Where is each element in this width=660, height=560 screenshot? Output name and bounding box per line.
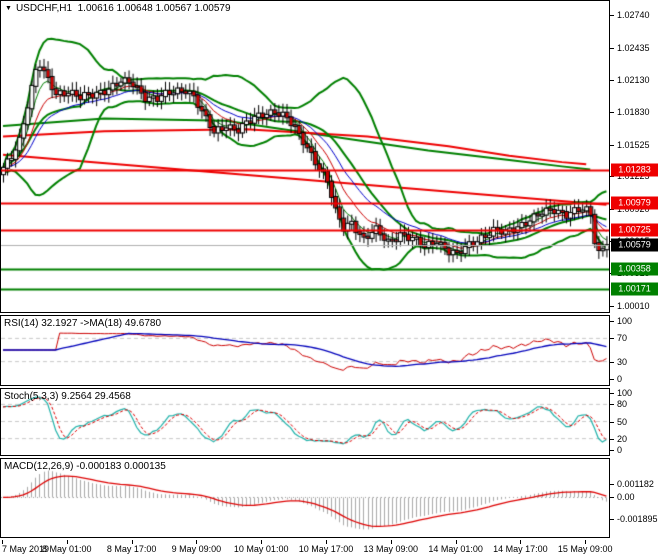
axis-tick (610, 519, 614, 520)
ohlc-values: 1.00616 1.00648 1.00567 1.00579 (77, 3, 231, 14)
price-level-badge: 1.00725 (611, 223, 658, 237)
macd-tick-label: -0.001895 (617, 514, 658, 525)
main-chart-panel: ▼ USDCHF,H1 1.00616 1.00648 1.00567 1.005… (0, 0, 610, 313)
time-tick (196, 540, 197, 544)
time-tick (67, 540, 68, 544)
macd-panel: MACD(12,26,9) -0.000183 0.000135 (0, 458, 610, 538)
stochastic-panel: Stoch(5,3,3) 9.2564 29.4568 (0, 388, 610, 456)
chart-header: ▼ USDCHF,H1 1.00616 1.00648 1.00567 1.005… (5, 3, 231, 14)
stoch-tick-label: 20 (617, 433, 628, 444)
macd-tick-label: 0.00 (617, 492, 635, 503)
rsi-panel: RSI(14) 32.1927 ->MA(18) 49.6780 (0, 315, 610, 386)
price-axis[interactable]: 1.02740 1.02435 1.02130 1.01830 1.01525 1.012… (610, 0, 660, 560)
symbol-timeframe-label: USDCHF,H1 (15, 3, 73, 14)
time-tick-label: 14 May 17:00 (493, 544, 548, 554)
price-tick-label: 1.00010 (617, 300, 650, 311)
axis-tick (610, 15, 614, 16)
time-tick (326, 540, 327, 544)
axis-tick (610, 404, 614, 405)
time-tick (520, 540, 521, 544)
price-level-badge: 1.00358 (611, 262, 658, 276)
price-level-badge: 1.00979 (611, 196, 658, 210)
axis-tick (610, 379, 614, 380)
price-level-badge: 1.01283 (611, 163, 658, 177)
time-tick-label: 7 May 2019 (2, 544, 50, 554)
macd-canvas[interactable] (1, 459, 609, 537)
price-tick-label: 1.02130 (617, 75, 650, 86)
time-tick-label: 10 May 01:00 (233, 544, 289, 554)
axis-tick (610, 145, 614, 146)
time-tick-label: 9 May 09:00 (171, 544, 222, 554)
symbol-dropdown-icon[interactable]: ▼ (5, 5, 12, 12)
time-tick (261, 540, 262, 544)
stochastic-canvas[interactable] (1, 389, 609, 455)
axis-tick (610, 484, 614, 485)
time-tick-label: 15 May 09:00 (557, 544, 613, 554)
axis-tick (610, 306, 614, 307)
axis-tick (610, 321, 614, 322)
main-chart-canvas[interactable] (1, 1, 609, 312)
time-tick-label: 8 May 01:00 (42, 544, 92, 554)
rsi-tick-label: 30 (617, 356, 628, 367)
axis-tick (610, 112, 614, 113)
axis-tick (610, 362, 614, 363)
rsi-tick-label: 100 (617, 316, 633, 326)
stoch-tick-label: 0 (617, 445, 623, 455)
time-axis[interactable]: 7 May 2019 8 May 01:00 8 May 17:00 9 May 09… (0, 540, 613, 560)
price-level-badge: 1.00171 (611, 282, 658, 295)
stoch-tick-label: 80 (617, 399, 628, 410)
rsi-label: RSI(14) 32.1927 ->MA(18) 49.6780 (4, 318, 162, 329)
time-tick-label: 13 May 09:00 (363, 544, 419, 554)
macd-label: MACD(12,26,9) -0.000183 0.000135 (4, 461, 166, 472)
rsi-tick-label: 70 (617, 333, 628, 344)
price-tick-label: 1.01830 (617, 107, 650, 118)
rsi-tick-label: 0 (617, 374, 623, 384)
stoch-tick-label: 100 (617, 388, 633, 398)
axis-tick (610, 209, 614, 210)
rsi-canvas[interactable] (1, 316, 609, 385)
time-tick (585, 540, 586, 544)
time-tick (132, 540, 133, 544)
price-tick-label: 1.01525 (617, 139, 650, 150)
time-tick-label: 10 May 17:00 (298, 544, 354, 554)
axis-tick (610, 450, 614, 451)
axis-tick (610, 439, 614, 440)
time-tick (2, 540, 3, 544)
axis-tick (610, 80, 614, 81)
macd-tick-label: 0.001182 (617, 478, 654, 489)
axis-tick (610, 338, 614, 339)
price-tick-label: 1.02740 (617, 10, 650, 21)
axis-tick (610, 497, 614, 498)
time-tick (456, 540, 457, 544)
time-tick-label: 14 May 01:00 (428, 544, 483, 554)
time-tick-label: 8 May 17:00 (106, 544, 157, 554)
axis-tick (610, 393, 614, 394)
stoch-tick-label: 50 (617, 416, 628, 427)
axis-tick (610, 48, 614, 49)
axis-tick (610, 422, 614, 423)
time-tick (391, 540, 392, 544)
price-level-badge: 1.00579 (611, 238, 658, 252)
price-tick-label: 1.02435 (617, 42, 650, 53)
stochastic-label: Stoch(5,3,3) 9.2564 29.4568 (4, 391, 131, 402)
